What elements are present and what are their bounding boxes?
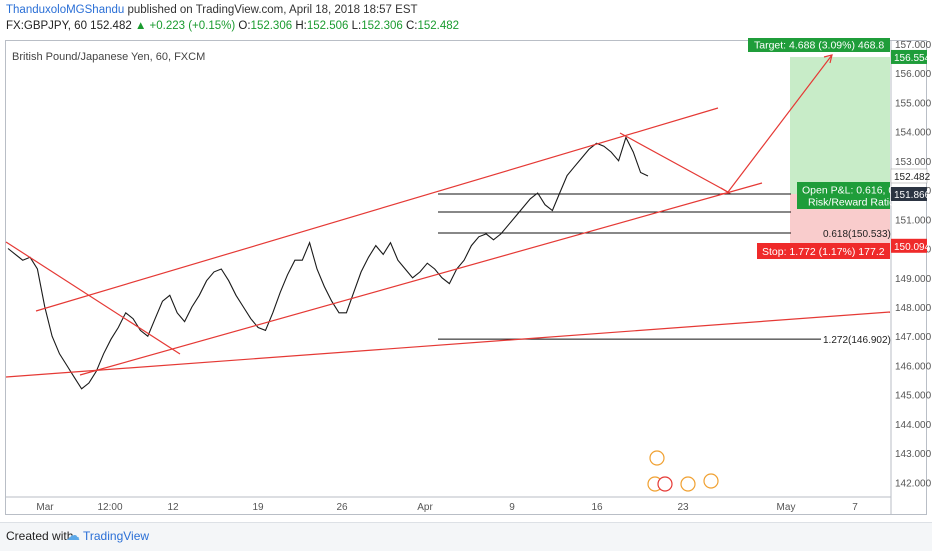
y-tick-label: 148.000 <box>895 303 932 314</box>
pnl-text: Open P&L: 0.616, 0 <box>802 185 894 197</box>
low-value: 152.306 <box>361 20 403 32</box>
x-tick-label: Apr <box>417 502 433 513</box>
stop-text: Stop: 1.772 (1.17%) 177.2 <box>762 246 885 258</box>
symbol-label: FX:GBPJPY, 60 <box>6 20 87 32</box>
published-text: published on TradingView.com, April 18, … <box>127 4 418 16</box>
descending-trendline <box>5 241 181 355</box>
x-tick-label: Mar <box>36 502 54 513</box>
event-marker-icon <box>680 476 696 492</box>
channel-upper-line <box>35 107 719 312</box>
chart-frame[interactable] <box>5 40 927 515</box>
price-line <box>7 136 649 390</box>
target-text: Target: 4.688 (3.09%) 468.8 <box>754 40 884 52</box>
pnl-tag <box>797 182 890 209</box>
header-bar: ThanduxoloMGShandu published on TradingV… <box>0 0 932 36</box>
footer-bar: Created with ☁ TradingView <box>0 522 932 551</box>
x-tick-label: 7 <box>852 502 858 513</box>
publish-line: ThanduxoloMGShandu published on TradingV… <box>6 4 418 16</box>
x-tick-label: 19 <box>252 502 264 513</box>
y-tick-label: 155.000 <box>895 98 932 109</box>
event-marker-icon <box>657 476 673 492</box>
y-tick-label: 142.000 <box>895 478 932 489</box>
price-label-box <box>891 186 927 201</box>
event-marker-icon <box>703 473 719 489</box>
chart-title: British Pound/Japanese Yen, 60, FXCM <box>12 51 206 63</box>
close-label: C: <box>405 20 418 32</box>
x-tick-label: May <box>777 502 796 513</box>
open-value: 152.306 <box>250 20 293 32</box>
ohlc-line: FX:GBPJPY, 60 152.482 ▲ +0.223 (+0.15%) … <box>6 20 459 32</box>
open-label: O: <box>238 20 251 32</box>
cloud-icon: ☁ <box>66 527 80 543</box>
y-tick-label: 147.000 <box>895 332 932 343</box>
created-with-text: Created with <box>6 529 74 543</box>
last-price: 152.482 <box>90 20 132 32</box>
event-marker-icon <box>649 450 665 466</box>
x-tick-label: 9 <box>509 502 515 513</box>
fib-level-label: 0.618(150.533) <box>823 229 891 240</box>
tradingview-logo[interactable]: ☁ TradingView <box>66 527 149 544</box>
channel-lower-line <box>79 182 763 376</box>
price-label-text: 150.094 <box>894 242 931 253</box>
y-tick-label: 156.000 <box>895 69 932 80</box>
price-label-text: 151.866 <box>894 190 931 201</box>
y-tick-label: 151.000 <box>895 215 932 226</box>
fib-level-label: 1.272(146.902) <box>823 335 891 346</box>
x-tick-label: 23 <box>677 502 689 513</box>
x-tick-label: 26 <box>336 502 348 513</box>
y-tick-label: 144.000 <box>895 420 932 431</box>
price-chart[interactable]: 142.000 143.000 144.000 145.000 146.000 147.0… <box>0 0 932 520</box>
rise-arrowhead <box>823 54 833 64</box>
close-value: 152.482 <box>417 20 460 32</box>
x-tick-label: 12:00 <box>97 502 122 513</box>
stop-tag <box>757 243 890 259</box>
y-tick-label: 154.000 <box>895 128 932 139</box>
projected-rise-line <box>727 54 833 193</box>
y-tick-label: 146.000 <box>895 361 932 372</box>
change-value: ▲ +0.223 (+0.15%) <box>134 20 236 32</box>
target-zone <box>790 56 890 194</box>
projected-drop-line <box>619 132 729 193</box>
x-tick-label: 16 <box>591 502 603 513</box>
high-value: 152.506 <box>306 20 349 32</box>
brand-name: TradingView <box>83 529 150 543</box>
low-label: L: <box>351 20 362 32</box>
y-tick-label: 149.000 <box>895 274 932 285</box>
price-label-box <box>890 168 928 184</box>
y-tick-label: 145.000 <box>895 391 932 402</box>
long-support-line <box>5 311 891 378</box>
y-tick-label: 157.000 <box>895 40 932 51</box>
x-tick-label: 12 <box>167 502 179 513</box>
high-label: H: <box>295 20 307 32</box>
price-label-box <box>891 49 927 64</box>
author-link[interactable]: ThanduxoloMGShandu <box>6 4 125 16</box>
y-tick-label: 153.000 <box>895 157 932 168</box>
target-tag <box>748 38 890 52</box>
price-label-box <box>891 238 927 253</box>
price-label-text: 152.482 <box>894 172 931 183</box>
rr-text: Risk/Reward Ratio <box>808 197 895 209</box>
drop-arrowhead <box>719 187 731 195</box>
y-tick-label: 143.000 <box>895 449 932 460</box>
price-label-text: 156.554 <box>894 53 931 64</box>
